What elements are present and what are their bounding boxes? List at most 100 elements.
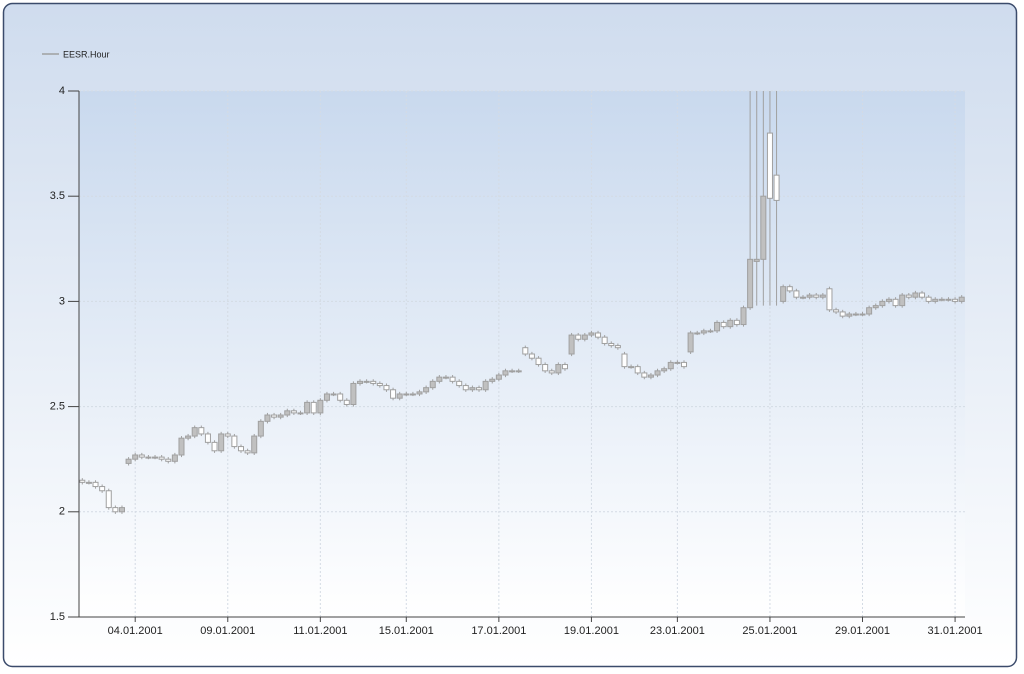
x-tick-label: 09.01.2001 <box>200 625 255 637</box>
candle-body <box>608 342 615 347</box>
candle-body <box>204 433 211 443</box>
candle-body <box>429 380 436 389</box>
candle-body <box>178 437 185 456</box>
candle-body <box>806 294 813 298</box>
candle-body <box>244 450 251 454</box>
candle-body <box>813 294 820 298</box>
candle-body <box>773 174 780 201</box>
candle-body <box>376 382 383 387</box>
candle-body <box>839 311 846 317</box>
candle-body <box>522 347 529 355</box>
y-tick-label: 4 <box>59 85 65 97</box>
candle-body <box>641 372 648 378</box>
candle-body <box>938 298 945 301</box>
candle-body <box>661 368 668 372</box>
x-tick-label: 17.01.2001 <box>471 625 526 637</box>
x-tick-label: 31.01.2001 <box>928 625 983 637</box>
candle-body <box>416 391 423 395</box>
candle-body <box>555 364 562 374</box>
candle-body <box>515 370 522 373</box>
candle-body <box>132 454 139 460</box>
candle-body <box>191 427 198 437</box>
candle-body <box>733 319 740 326</box>
candle-body <box>628 366 635 369</box>
candle-body <box>495 374 502 380</box>
candle-body <box>171 454 178 462</box>
candle-body <box>833 309 840 313</box>
candle-body <box>118 507 125 513</box>
candle-body <box>409 393 416 396</box>
candle-body <box>343 399 350 405</box>
candle-body <box>932 298 939 302</box>
candle-body <box>528 353 535 359</box>
candle-body <box>231 435 238 448</box>
candle-body <box>264 414 271 422</box>
candle-body <box>224 433 231 437</box>
candle-body <box>654 370 661 376</box>
candle-body <box>423 387 430 393</box>
candle-body <box>99 486 106 492</box>
plot-layer: 1.5 2 2.5 3 3.5 4 04.01.2001 09.01.2001 11.01.20… <box>50 85 983 637</box>
y-tick-label: 1.5 <box>50 611 65 623</box>
candle-body <box>879 300 886 307</box>
y-tick-label: 2 <box>59 506 65 518</box>
candle-body <box>740 307 747 326</box>
candle-body <box>456 380 463 387</box>
candle-body <box>905 294 912 298</box>
candle-body <box>297 412 304 415</box>
candle-body <box>766 132 773 199</box>
candle-body <box>436 376 443 382</box>
candle-body <box>85 481 92 484</box>
candle-body <box>277 414 284 418</box>
candle-body <box>165 458 172 462</box>
candle-body <box>403 393 410 396</box>
candle-body <box>899 294 906 307</box>
candle-body <box>892 298 899 307</box>
candle-body <box>390 389 397 399</box>
candle-body <box>442 376 449 379</box>
candle-body <box>747 258 754 309</box>
candle-body <box>727 319 734 328</box>
candle-body <box>284 410 291 416</box>
candle-body <box>145 456 152 459</box>
candle-body <box>866 307 873 315</box>
candle-body <box>138 454 145 458</box>
candle-body <box>356 380 364 384</box>
candle-body <box>700 330 707 334</box>
candle-body <box>92 481 99 488</box>
candle-body <box>958 296 965 302</box>
candle-body <box>330 393 337 396</box>
candle-body <box>714 321 721 332</box>
candle-body <box>793 290 800 298</box>
candle-body <box>694 332 701 335</box>
candle-body <box>198 427 205 435</box>
candle-body <box>919 292 926 298</box>
candle-body <box>323 393 330 401</box>
candle-body <box>819 294 826 298</box>
candle-body <box>667 361 674 370</box>
candle-body <box>449 376 456 382</box>
candle-body <box>158 456 165 460</box>
candle-body <box>482 380 489 391</box>
candle-body <box>317 399 324 414</box>
candle-body <box>826 288 833 311</box>
x-tick-label: 04.01.2001 <box>108 625 163 637</box>
plot-area <box>79 91 965 617</box>
candle-body <box>185 435 192 439</box>
candle-body <box>561 364 568 370</box>
candle-body <box>872 305 879 309</box>
candle-body <box>251 435 258 454</box>
candle-body <box>601 336 608 344</box>
candle-body <box>476 387 483 391</box>
candle-body <box>621 353 628 368</box>
candle-body <box>799 296 807 299</box>
candle-body <box>542 364 549 372</box>
x-tick-label: 11.01.2001 <box>293 625 347 637</box>
candle-body <box>568 334 575 355</box>
x-tick-label: 25.01.2001 <box>742 625 797 637</box>
candle-body <box>925 296 932 302</box>
candle-body <box>290 410 297 414</box>
x-tick-label: 23.01.2001 <box>650 625 705 637</box>
candle-body <box>462 385 469 391</box>
candle-body <box>363 380 370 383</box>
